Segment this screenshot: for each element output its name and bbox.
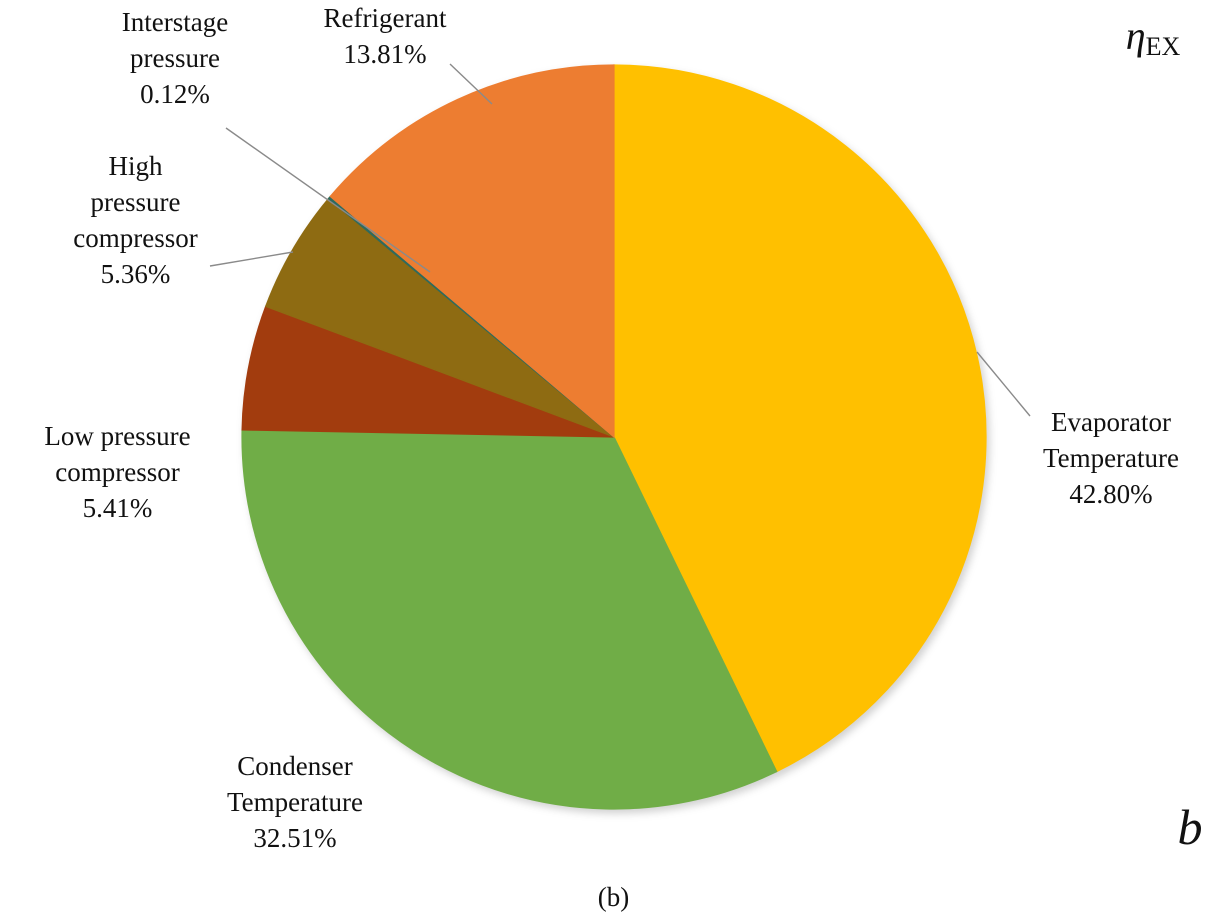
callout-line: compressor: [73, 223, 198, 253]
callout-line: Condenser: [237, 751, 353, 781]
callout-line: 5.36%: [100, 259, 171, 289]
callout-line: High: [108, 151, 163, 181]
chart-title-subscript: EX: [1145, 32, 1181, 61]
callout-line: 42.80%: [1069, 479, 1153, 509]
pie-slices-group: [241, 64, 987, 810]
pie-slice-condenser-temperature: [241, 429, 778, 810]
pie-slice-refrigerant: [329, 64, 615, 439]
callout-line: pressure: [90, 187, 181, 217]
callout-line: 0.12%: [140, 79, 210, 109]
callout-interstage-pressure: Interstage pressure 0.12%: [55, 4, 295, 112]
callout-line: 13.81%: [343, 39, 427, 69]
leader-line-refrigerant: [449, 63, 493, 105]
callout-line: Low pressure: [44, 421, 191, 451]
chart-title-symbol: η: [1125, 13, 1146, 58]
chart-title: ηEX: [1098, 12, 1208, 62]
callout-line: Evaporator: [1051, 407, 1171, 437]
callout-line: compressor: [55, 457, 180, 487]
leader-line-high-pressure-compressor: [209, 251, 294, 267]
callout-line: Temperature: [1042, 443, 1180, 473]
callout-line: Interstage: [121, 7, 229, 37]
callout-condenser-temperature: Condenser Temperature 32.51%: [180, 748, 410, 856]
callout-line: Refrigerant: [323, 3, 447, 33]
callout-low-pressure-compressor: Low pressure compressor 5.41%: [0, 418, 235, 526]
callout-line: 5.41%: [82, 493, 153, 523]
pie-slice-evaporator-temperature: [613, 64, 987, 773]
callout-high-pressure-compressor: High pressure compressor 5.36%: [28, 148, 243, 292]
callout-line: Temperature: [226, 787, 364, 817]
leader-lines-group: [209, 63, 1031, 417]
callout-refrigerant: Refrigerant 13.81%: [280, 0, 490, 72]
leader-line-evaporator-temperature: [976, 351, 1031, 417]
figure-caption: (b): [597, 882, 630, 912]
callout-line: 32.51%: [253, 823, 337, 853]
callout-line: pressure: [130, 43, 220, 73]
panel-letter: b: [1177, 799, 1203, 855]
callout-evaporator-temperature: Evaporator Temperature 42.80%: [1002, 404, 1220, 512]
leader-line-interstage-pressure: [225, 127, 431, 273]
